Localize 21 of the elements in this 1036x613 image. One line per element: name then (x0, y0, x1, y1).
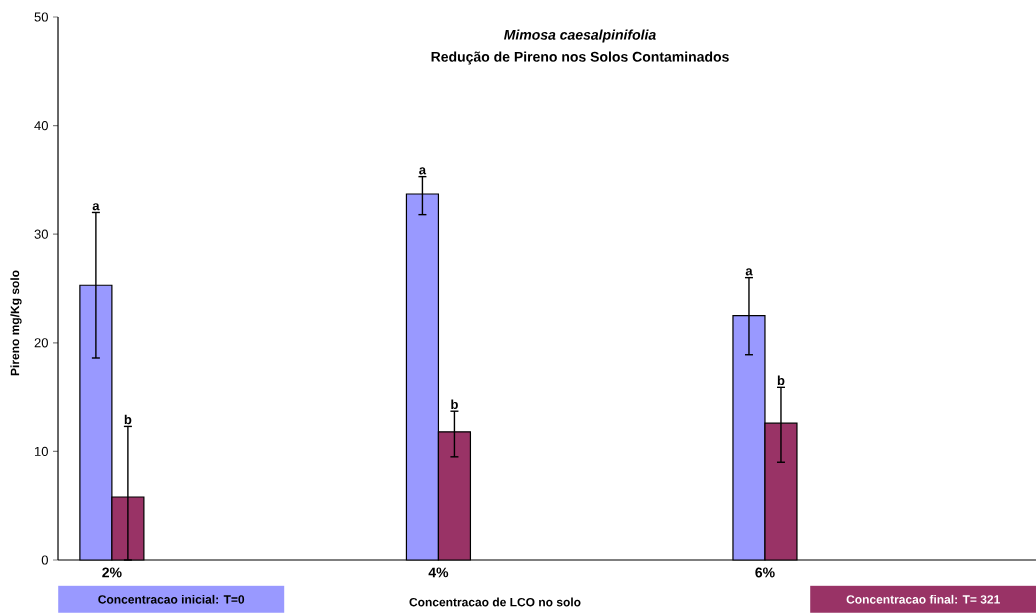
y-tick-label: 0 (41, 555, 48, 565)
y-tick-label: 10 (35, 446, 48, 456)
x-tick-label: 6% (755, 567, 775, 578)
y-tick-label: 40 (34, 120, 48, 131)
x-tick-label: 4% (428, 567, 449, 578)
text: Redução de Pireno nos Solos Contaminados (431, 51, 729, 65)
annotation: b (777, 375, 785, 386)
y-axis-title: Pireno mg/Kg solo (10, 270, 22, 376)
annotation: a (745, 268, 753, 276)
y-tick-label: 30 (34, 229, 48, 239)
text: Concentracao inicial: T=0 (98, 594, 245, 604)
annotation: a (92, 203, 100, 211)
text: Concentracao final: T= 321 (846, 594, 1000, 604)
annotation: b (451, 399, 458, 409)
y-tick-label: 50 (34, 12, 48, 22)
text: Mimosa caesalpinifolia (504, 29, 656, 43)
x-axis-title: Concentracao de LCO no solo (409, 597, 581, 607)
annotation: a (419, 167, 427, 175)
x-tick-label: 2% (102, 567, 122, 578)
annotation: b (124, 414, 132, 425)
y-tick-label: 20 (34, 338, 48, 348)
